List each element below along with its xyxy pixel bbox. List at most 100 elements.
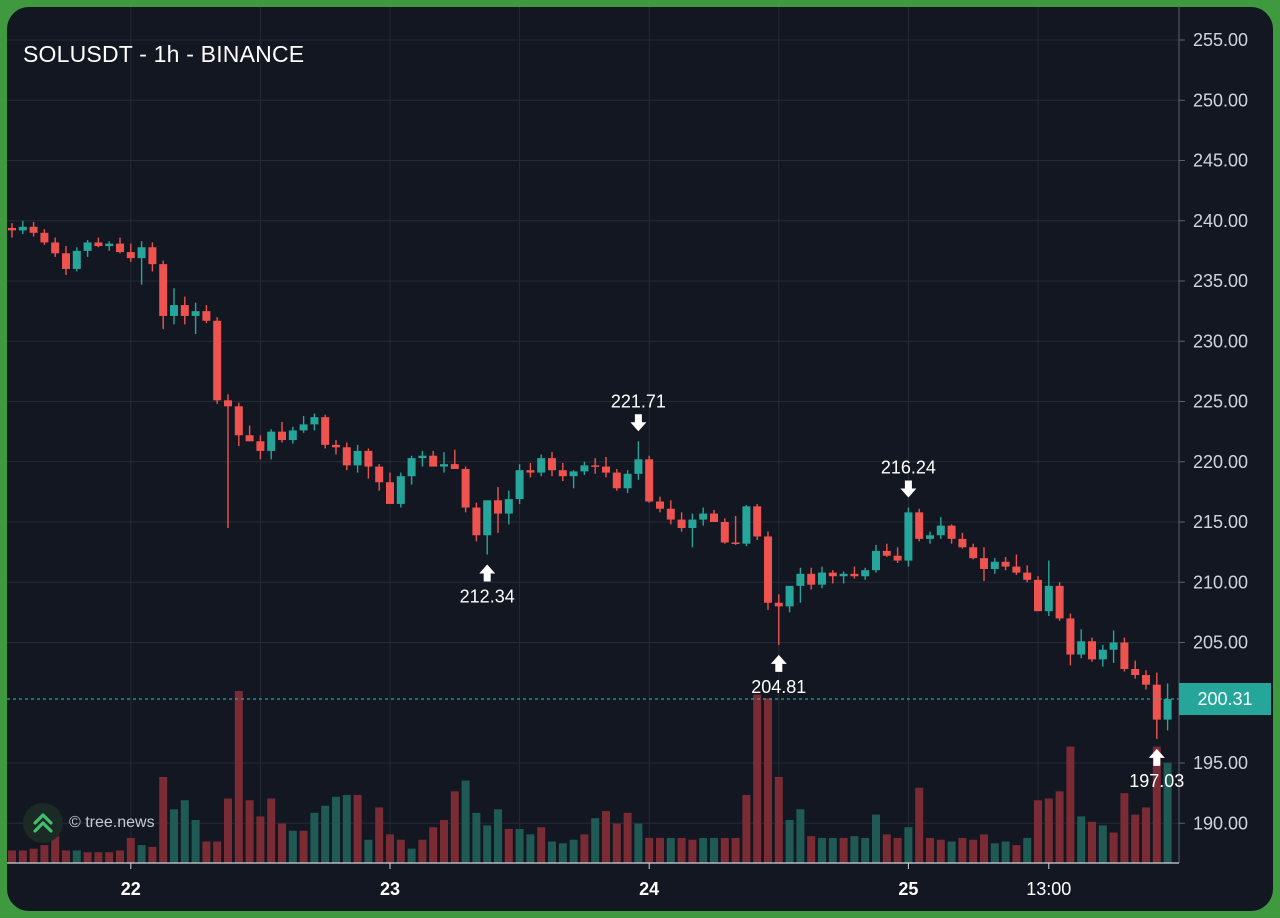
candle-body xyxy=(364,450,373,467)
candle xyxy=(1012,554,1021,576)
volume-bar xyxy=(494,809,502,863)
arrow-up-icon xyxy=(479,564,496,582)
volume-bar xyxy=(116,850,124,863)
candle-body xyxy=(224,400,232,407)
candle xyxy=(537,454,546,477)
candle-body xyxy=(440,464,448,467)
volume-bar xyxy=(926,837,934,863)
candle xyxy=(774,594,783,645)
candle-body xyxy=(526,470,535,473)
candle xyxy=(202,305,211,324)
volume-bar xyxy=(375,807,384,863)
volume-bar xyxy=(580,834,589,863)
volume-bar xyxy=(872,814,880,863)
volume-bar xyxy=(1163,762,1172,863)
price-annotation: 204.81 xyxy=(751,654,806,697)
candle-body xyxy=(234,406,243,436)
candle xyxy=(720,518,729,544)
annotation-label: 197.03 xyxy=(1129,771,1184,791)
volume-bar xyxy=(407,848,416,863)
candle-body xyxy=(1034,579,1042,612)
volume-bar xyxy=(677,837,686,863)
y-tick-label: 190.00 xyxy=(1193,813,1248,833)
candle xyxy=(936,517,945,539)
candle xyxy=(893,547,902,563)
candle-body xyxy=(731,542,740,544)
candle xyxy=(407,455,416,485)
candle xyxy=(116,237,124,254)
candle-body xyxy=(94,242,103,247)
volume-bar xyxy=(796,809,805,863)
chart-frame: 255.00 250.00 245.00 240.00 235.00 230.00 225.… xyxy=(7,7,1273,911)
candle xyxy=(83,240,92,257)
candle-body xyxy=(850,573,859,577)
candle-body xyxy=(515,470,524,500)
candle xyxy=(1131,660,1140,679)
volume-bar xyxy=(418,839,427,863)
candle-body xyxy=(353,450,362,466)
candle-body xyxy=(72,250,81,269)
candle xyxy=(450,449,459,469)
candle xyxy=(764,531,772,610)
candle-body xyxy=(969,547,978,559)
candle xyxy=(105,241,114,251)
candle-body xyxy=(1012,566,1021,573)
volume-bar xyxy=(990,843,999,863)
volume-bar xyxy=(94,852,103,863)
candle xyxy=(1066,613,1075,666)
volume-bar xyxy=(29,848,38,863)
volume-bar xyxy=(634,823,643,863)
volume-bar xyxy=(83,852,92,863)
candle xyxy=(364,448,373,479)
candle-body xyxy=(461,468,470,508)
volume-bar xyxy=(947,841,956,863)
candle-body xyxy=(310,417,319,425)
candle-body xyxy=(623,473,632,489)
candle xyxy=(645,455,654,503)
volume-bar xyxy=(105,852,114,863)
candle xyxy=(839,571,848,584)
candle-body xyxy=(8,227,16,231)
double-chevron-up-icon xyxy=(23,803,63,843)
candle-body xyxy=(105,243,114,247)
candle-body xyxy=(580,465,589,472)
volume-bar xyxy=(828,837,837,863)
volume-bar xyxy=(396,839,405,863)
candlestick-chart[interactable]: 255.00 250.00 245.00 240.00 235.00 230.00 225.… xyxy=(7,7,1273,911)
candle-body xyxy=(774,602,783,607)
volume-bar xyxy=(472,812,481,863)
candle xyxy=(137,241,146,285)
candle xyxy=(753,503,762,541)
candle xyxy=(731,515,740,545)
last-price-label: 200.31 xyxy=(1179,683,1271,715)
candle-body xyxy=(137,247,146,259)
candle xyxy=(267,429,276,460)
candle-body xyxy=(796,573,805,586)
candle xyxy=(483,500,492,555)
candle xyxy=(1152,672,1161,739)
candle-body xyxy=(180,305,189,316)
x-tick-label: 25 xyxy=(898,879,918,899)
volume-bar xyxy=(1142,807,1150,863)
volume-bar xyxy=(1088,821,1096,863)
volume-bar xyxy=(213,841,222,863)
grid xyxy=(7,7,1179,863)
y-tick-label: 255.00 xyxy=(1193,30,1248,50)
volume-bar xyxy=(1131,814,1140,863)
volume-bar xyxy=(504,828,513,863)
volume-bar xyxy=(51,836,60,863)
candle-body xyxy=(18,226,27,231)
candle-series xyxy=(8,220,1172,739)
candle-body xyxy=(472,507,481,536)
volume-bar xyxy=(440,820,448,863)
volume-bar xyxy=(893,837,902,863)
candle xyxy=(332,440,340,455)
volume-bar xyxy=(569,839,578,863)
volume-bar xyxy=(688,839,697,863)
candle-body xyxy=(148,247,157,265)
volume-bar xyxy=(958,837,967,863)
candle-body xyxy=(40,232,49,243)
candle-body xyxy=(569,471,578,477)
candle-body xyxy=(213,320,222,401)
candle xyxy=(191,302,200,335)
